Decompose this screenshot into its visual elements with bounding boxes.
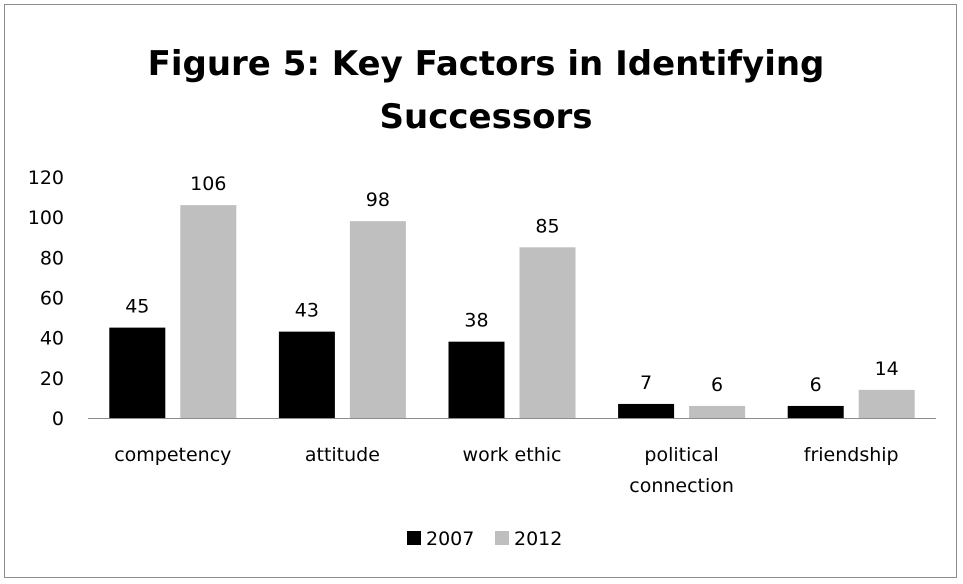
bar-2012: [349, 221, 406, 418]
x-tick-label: connection: [629, 475, 734, 497]
bar-2012: [689, 405, 746, 418]
y-tick-label: 0: [52, 408, 64, 430]
data-label-2007: 43: [295, 300, 319, 322]
y-tick-label: 40: [40, 328, 64, 350]
chart-frame: [4, 4, 957, 578]
bar-2007: [109, 327, 166, 418]
x-tick-label: political: [644, 444, 718, 466]
chart-title-line-1: Figure 5: Key Factors in Identifying: [148, 44, 825, 84]
data-label-2007: 6: [810, 374, 822, 396]
data-label-2007: 7: [640, 372, 652, 394]
bar-2007: [278, 331, 335, 418]
legend-label-2012: 2012: [514, 528, 562, 550]
y-tick-label: 120: [28, 167, 64, 189]
x-tick-label: competency: [114, 444, 231, 466]
y-tick-label: 60: [40, 288, 64, 310]
x-tick-label: work ethic: [463, 444, 562, 466]
chart-title: Figure 5: Key Factors in Identifying Suc…: [148, 44, 825, 137]
bar-2007: [787, 405, 844, 418]
bar-2007: [448, 341, 505, 418]
bar-2007: [618, 403, 675, 418]
legend: 2007 2012: [407, 528, 562, 550]
legend-swatch-2012: [495, 531, 509, 545]
y-axis: 0 20 40 60 80 100 120: [28, 167, 64, 430]
data-label-2012: 6: [711, 374, 723, 396]
data-label-2007: 38: [464, 310, 488, 332]
bar-2012: [858, 389, 915, 418]
data-label-2007: 45: [125, 296, 149, 318]
x-axis: competency attitude work ethic political con…: [114, 444, 898, 497]
data-label-2012: 85: [535, 215, 559, 237]
legend-label-2007: 2007: [426, 528, 474, 550]
x-tick-label: attitude: [305, 444, 380, 466]
bar-2012: [519, 247, 576, 418]
y-tick-label: 80: [40, 247, 64, 269]
data-label-2012: 14: [875, 358, 899, 380]
legend-swatch-2007: [407, 531, 421, 545]
bars: [109, 205, 915, 418]
y-tick-label: 20: [40, 368, 64, 390]
data-labels: 45 106 43 98 38 85 7 6 6 14: [125, 173, 899, 396]
x-tick-label: friendship: [804, 444, 899, 466]
data-label-2012: 98: [366, 189, 390, 211]
chart-title-line-2: Successors: [380, 97, 593, 137]
y-tick-label: 100: [28, 207, 64, 229]
data-label-2012: 106: [190, 173, 226, 195]
bar-2012: [180, 205, 237, 418]
